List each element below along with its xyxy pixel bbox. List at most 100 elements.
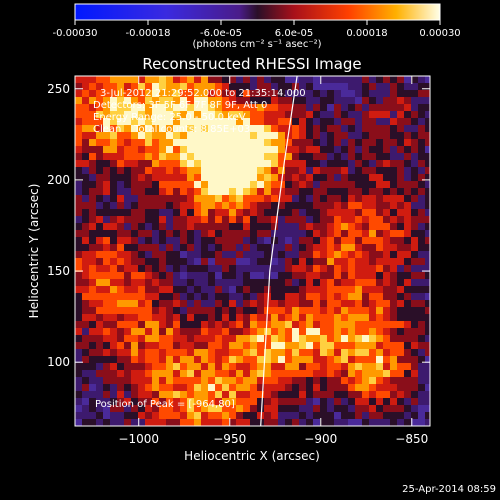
heatmap-cell (250, 188, 257, 195)
heatmap-cell (138, 188, 145, 195)
heatmap-cell (250, 279, 257, 286)
heatmap-cell (299, 328, 306, 335)
heatmap-cell (229, 419, 236, 426)
heatmap-cell (250, 244, 257, 251)
x-tick-label: −850 (395, 432, 428, 446)
heatmap-cell (124, 223, 131, 230)
heatmap-cell (376, 76, 383, 83)
heatmap-cell (334, 181, 341, 188)
heatmap-cell (110, 167, 117, 174)
heatmap-cell (278, 146, 285, 153)
heatmap-cell (250, 391, 257, 398)
heatmap-cell (341, 216, 348, 223)
heatmap-cell (208, 223, 215, 230)
heatmap-cell (264, 181, 271, 188)
heatmap-cell (187, 132, 194, 139)
heatmap-cell (411, 237, 418, 244)
heatmap-cell (425, 412, 430, 419)
heatmap-cell (229, 139, 236, 146)
heatmap-cell (103, 181, 110, 188)
heatmap-cell (320, 300, 327, 307)
heatmap-cell (96, 307, 103, 314)
heatmap-cell (173, 76, 180, 83)
heatmap-cell (173, 251, 180, 258)
heatmap-cell (166, 174, 173, 181)
heatmap-cell (278, 153, 285, 160)
heatmap-cell (369, 139, 376, 146)
heatmap-cell (131, 146, 138, 153)
heatmap-cell (124, 279, 131, 286)
heatmap-cell (124, 419, 131, 426)
heatmap-cell (124, 132, 131, 139)
heatmap-cell (334, 244, 341, 251)
heatmap-cell (201, 384, 208, 391)
heatmap-cell (152, 139, 159, 146)
heatmap-cell (166, 104, 173, 111)
heatmap-cell (173, 209, 180, 216)
heatmap-cell (208, 391, 215, 398)
heatmap-cell (229, 251, 236, 258)
heatmap-cell (327, 111, 334, 118)
heatmap-cell (138, 132, 145, 139)
heatmap-cell (222, 188, 229, 195)
heatmap-cell (152, 223, 159, 230)
heatmap-cell (215, 272, 222, 279)
heatmap-cell (292, 167, 299, 174)
heatmap-cell (222, 153, 229, 160)
heatmap-cell (285, 167, 292, 174)
heatmap-cell (187, 384, 194, 391)
heatmap-cell (145, 202, 152, 209)
heatmap-cell (194, 314, 201, 321)
heatmap-cell (215, 398, 222, 405)
heatmap-cell (250, 104, 257, 111)
heatmap-cell (103, 244, 110, 251)
x-tick-label: −950 (213, 432, 246, 446)
heatmap-cell (397, 412, 404, 419)
heatmap-cell (348, 209, 355, 216)
heatmap-cell (124, 195, 131, 202)
heatmap-cell (348, 90, 355, 97)
heatmap-cell (243, 111, 250, 118)
heatmap-cell (229, 244, 236, 251)
heatmap-cell (299, 195, 306, 202)
heatmap-cell (215, 258, 222, 265)
heatmap-cell (96, 370, 103, 377)
heatmap-cell (418, 279, 425, 286)
heatmap-cell (75, 321, 82, 328)
heatmap-cell (166, 167, 173, 174)
heatmap-cell (376, 314, 383, 321)
heatmap-cell (222, 132, 229, 139)
heatmap-cell (75, 300, 82, 307)
heatmap-cell (292, 321, 299, 328)
heatmap-cell (82, 104, 89, 111)
heatmap-cell (124, 125, 131, 132)
heatmap-cell (264, 328, 271, 335)
heatmap-cell (313, 300, 320, 307)
heatmap-cell (152, 300, 159, 307)
heatmap-cell (75, 125, 82, 132)
heatmap-cell (75, 230, 82, 237)
heatmap-cell (404, 342, 411, 349)
heatmap-cell (383, 132, 390, 139)
heatmap-cell (159, 223, 166, 230)
heatmap-cell (145, 167, 152, 174)
heatmap-cell (299, 370, 306, 377)
heatmap-cell (124, 202, 131, 209)
heatmap-cell (271, 370, 278, 377)
heatmap-cell (341, 356, 348, 363)
heatmap-cell (236, 342, 243, 349)
heatmap-cell (383, 216, 390, 223)
heatmap-cell (278, 419, 285, 426)
heatmap-cell (404, 202, 411, 209)
heatmap-cell (166, 314, 173, 321)
heatmap-cell (96, 104, 103, 111)
heatmap-cell (250, 384, 257, 391)
heatmap-cell (124, 328, 131, 335)
heatmap-cell (75, 398, 82, 405)
heatmap-cell (138, 328, 145, 335)
heatmap-cell (103, 139, 110, 146)
heatmap-cell (411, 363, 418, 370)
heatmap-cell (397, 300, 404, 307)
heatmap-cell (243, 202, 250, 209)
heatmap-cell (208, 419, 215, 426)
